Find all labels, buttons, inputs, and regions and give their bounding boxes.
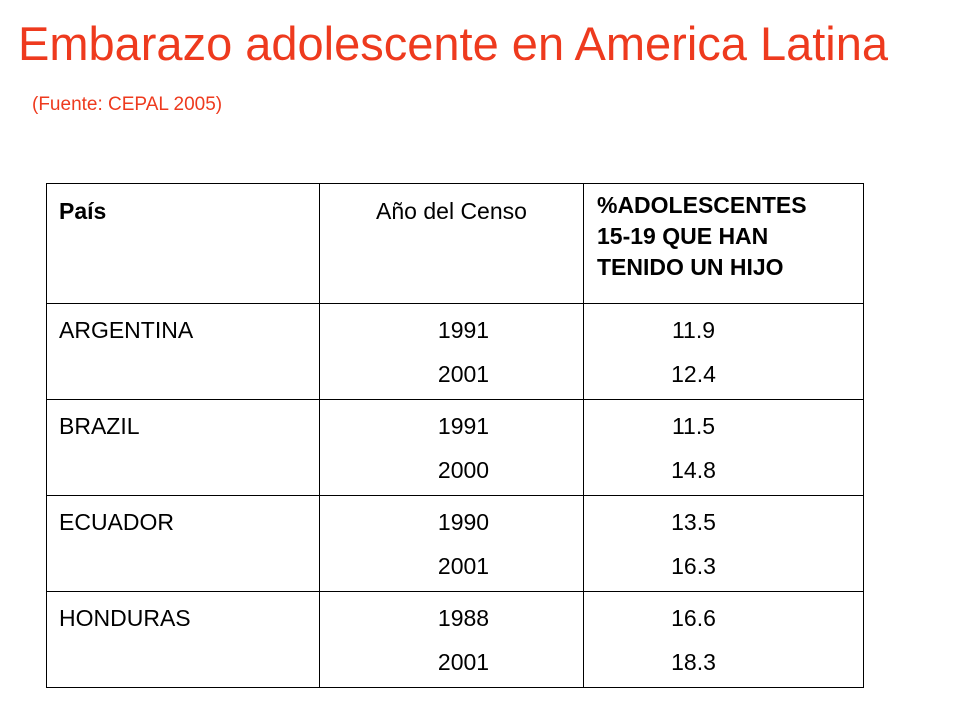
- percentage-value: 11.9: [671, 317, 716, 343]
- census-year: 2001: [437, 361, 490, 387]
- slide-title: Embarazo adolescente en America Latina: [18, 17, 889, 70]
- census-year: 1991: [437, 317, 490, 343]
- table-row: BRAZIL 1991 2000 11.5 14.8: [46, 399, 864, 496]
- percentage-value: 18.3: [671, 649, 716, 675]
- percentage-value: 16.3: [671, 553, 716, 579]
- percentage-value: 11.5: [671, 413, 716, 439]
- year-cell: 1991 2000: [319, 399, 584, 496]
- country-cell: ARGENTINA: [46, 303, 320, 400]
- percentage-cell: 13.5 16.3: [583, 495, 864, 592]
- census-year: 1988: [437, 605, 490, 631]
- percentage-value: 16.6: [671, 605, 716, 631]
- percentage-value: 14.8: [671, 457, 716, 483]
- table-header-row: País Año del Censo %ADOLESCENTES 15-19 Q…: [46, 183, 864, 304]
- header-country: País: [46, 183, 320, 304]
- table-row: ARGENTINA 1991 2001 11.9 12.4: [46, 303, 864, 400]
- census-year: 1991: [437, 413, 490, 439]
- census-year: 2001: [437, 553, 490, 579]
- country-cell: HONDURAS: [46, 591, 320, 688]
- percentage-cell: 11.9 12.4: [583, 303, 864, 400]
- percentage-value: 13.5: [671, 509, 716, 535]
- census-table: País Año del Censo %ADOLESCENTES 15-19 Q…: [46, 183, 864, 688]
- header-percentage-line-1: %ADOLESCENTES: [597, 192, 807, 218]
- census-year: 2001: [437, 649, 490, 675]
- year-cell: 1991 2001: [319, 303, 584, 400]
- country-cell: ECUADOR: [46, 495, 320, 592]
- header-census-year: Año del Censo: [319, 183, 584, 304]
- country-cell: BRAZIL: [46, 399, 320, 496]
- header-percentage-line-3: TENIDO UN HIJO: [597, 254, 784, 280]
- table-row: HONDURAS 1988 2001 16.6 18.3: [46, 591, 864, 688]
- census-year: 1990: [437, 509, 490, 535]
- year-cell: 1988 2001: [319, 591, 584, 688]
- source-note: (Fuente: CEPAL 2005): [32, 94, 223, 115]
- percentage-cell: 16.6 18.3: [583, 591, 864, 688]
- table-row: ECUADOR 1990 2001 13.5 16.3: [46, 495, 864, 592]
- year-cell: 1990 2001: [319, 495, 584, 592]
- header-percentage: %ADOLESCENTES 15-19 QUE HAN TENIDO UN HI…: [583, 183, 864, 304]
- percentage-value: 12.4: [671, 361, 716, 387]
- header-percentage-line-2: 15-19 QUE HAN: [597, 223, 769, 249]
- percentage-cell: 11.5 14.8: [583, 399, 864, 496]
- census-year: 2000: [437, 457, 490, 483]
